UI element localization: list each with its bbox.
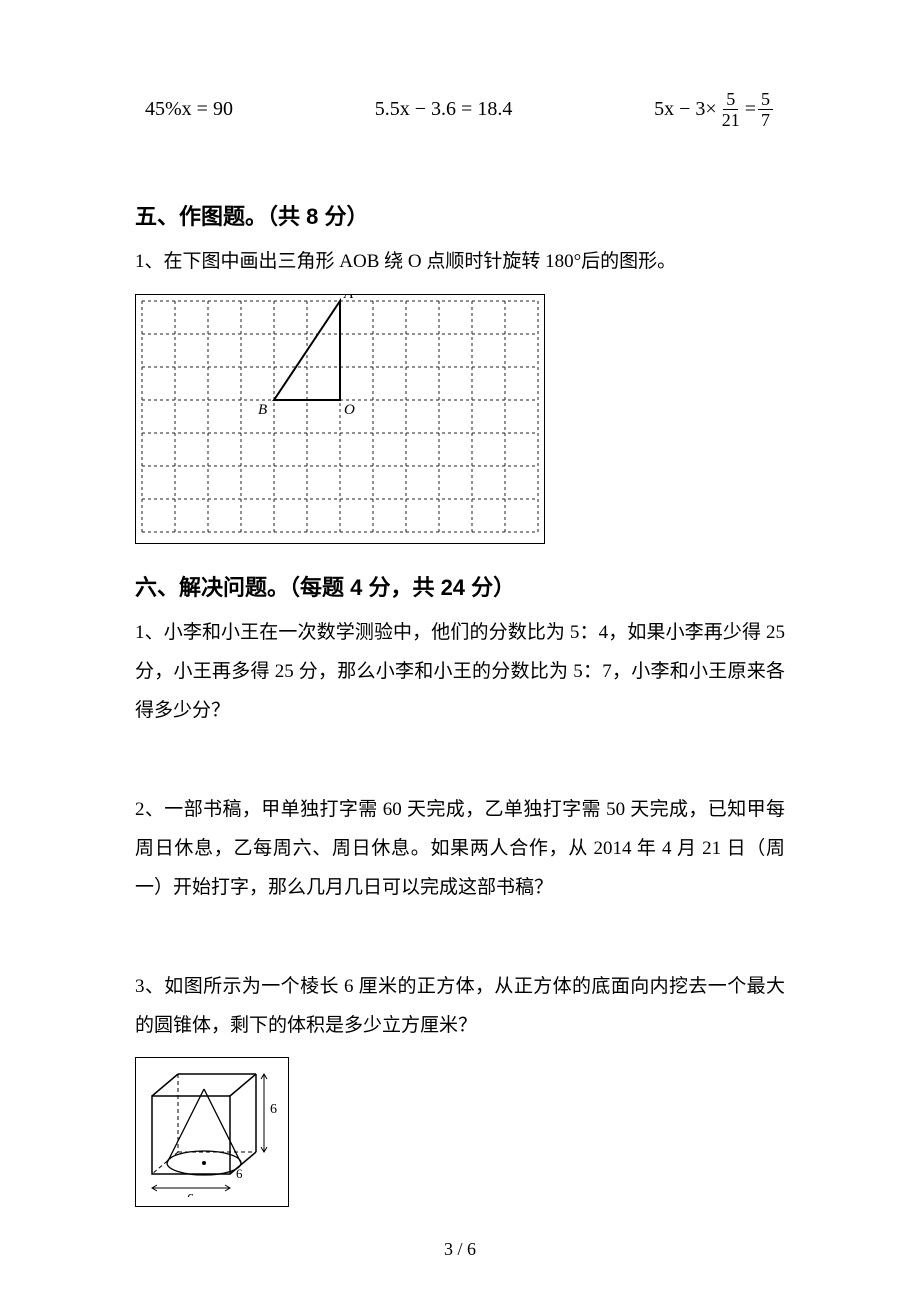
- cube-cone-figure: 6 6 6: [135, 1057, 289, 1207]
- frac-num: 5: [758, 90, 773, 110]
- equation-2: 5.5x − 3.6 = 18.4: [375, 90, 513, 129]
- equals-icon: =: [745, 98, 756, 121]
- cube-svg: 6 6 6: [140, 1062, 280, 1197]
- eq2-rhs: 18.4: [477, 98, 512, 121]
- fraction-1: 5 21: [719, 90, 743, 129]
- page: 45%x = 90 5.5x − 3.6 = 18.4 5x − 3× 5 21…: [0, 0, 920, 1302]
- section-6-q2: 2、一部书稿，甲单独打字需 60 天完成，乙单独打字需 50 天完成，已知甲每周…: [135, 791, 785, 908]
- equation-row: 45%x = 90 5.5x − 3.6 = 18.4 5x − 3× 5 21…: [135, 90, 785, 129]
- section-5-title: 五、作图题。（共 8 分）: [135, 199, 785, 231]
- spacer: [135, 914, 785, 962]
- section-5-q1: 1、在下图中画出三角形 AOB 绕 O 点顺时针旋转 180°后的图形。: [135, 243, 785, 282]
- page-number: 3 / 6: [0, 1239, 920, 1260]
- equals-icon: =: [456, 98, 477, 121]
- frac-den: 21: [719, 110, 743, 129]
- eq2-lhs: 5.5x − 3.6: [375, 98, 456, 121]
- equals-icon: =: [192, 98, 213, 121]
- grid-svg: A B O: [136, 295, 544, 538]
- svg-text:6: 6: [187, 1192, 194, 1197]
- svg-text:6: 6: [270, 1102, 277, 1117]
- equation-3: 5x − 3× 5 21 = 5 7: [654, 90, 775, 129]
- frac-den: 7: [758, 110, 773, 129]
- section-6-q3: 3、如图所示为一个棱长 6 厘米的正方体，从正方体的底面向内挖去一个最大的圆锥体…: [135, 968, 785, 1046]
- fraction-2: 5 7: [758, 90, 773, 129]
- eq3-lhs-a: 5x − 3×: [654, 98, 717, 121]
- section-6-q1: 1、小李和小王在一次数学测验中，他们的分数比为 5：4，如果小李再少得 25 分…: [135, 614, 785, 731]
- rotation-grid-figure: A B O: [135, 294, 545, 544]
- eq1-lhs: 45%x: [145, 98, 192, 121]
- eq1-rhs: 90: [213, 98, 233, 121]
- section-6-title: 六、解决问题。（每题 4 分，共 24 分）: [135, 570, 785, 602]
- equation-1: 45%x = 90: [145, 90, 233, 129]
- svg-text:6: 6: [236, 1166, 243, 1181]
- svg-text:O: O: [344, 402, 355, 418]
- svg-text:B: B: [258, 402, 267, 418]
- frac-num: 5: [723, 90, 738, 110]
- svg-text:A: A: [343, 295, 354, 302]
- spacer: [135, 737, 785, 785]
